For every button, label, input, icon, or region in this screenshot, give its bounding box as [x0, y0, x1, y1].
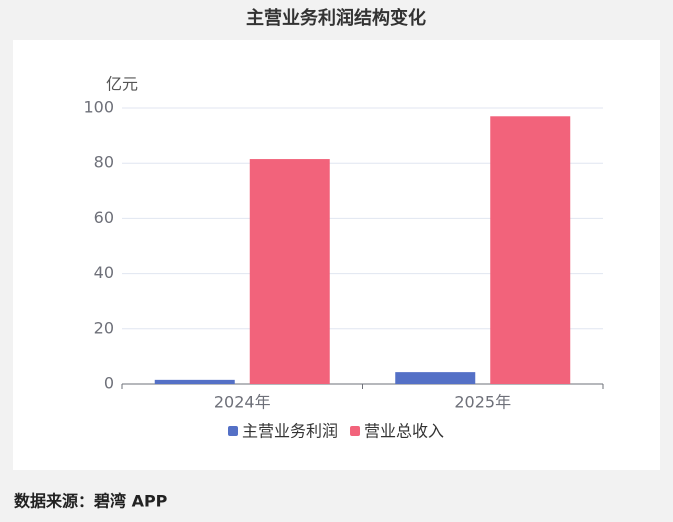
bar — [490, 116, 571, 384]
legend-marker — [228, 426, 238, 436]
y-tick-label: 40 — [94, 263, 114, 282]
bar — [249, 159, 330, 384]
legend-label: 主营业务利润 — [242, 422, 338, 441]
y-tick-label: 20 — [94, 318, 114, 337]
legend-marker — [350, 426, 361, 436]
source: 数据来源：碧湾 APP — [14, 492, 168, 511]
chart-title: 主营业务利润结构变化 — [246, 7, 426, 29]
y-tick-label: 80 — [94, 153, 114, 172]
bar — [395, 372, 476, 384]
y-tick-label: 100 — [83, 98, 114, 117]
x-tick-label: 2024年 — [214, 393, 271, 412]
y-axis-label: 亿元 — [106, 75, 138, 94]
y-tick-label: 60 — [94, 208, 114, 227]
x-tick-label: 2025年 — [454, 393, 511, 412]
y-tick-label: 0 — [104, 374, 114, 393]
bar — [154, 379, 235, 384]
legend-label: 营业总收入 — [364, 422, 444, 441]
